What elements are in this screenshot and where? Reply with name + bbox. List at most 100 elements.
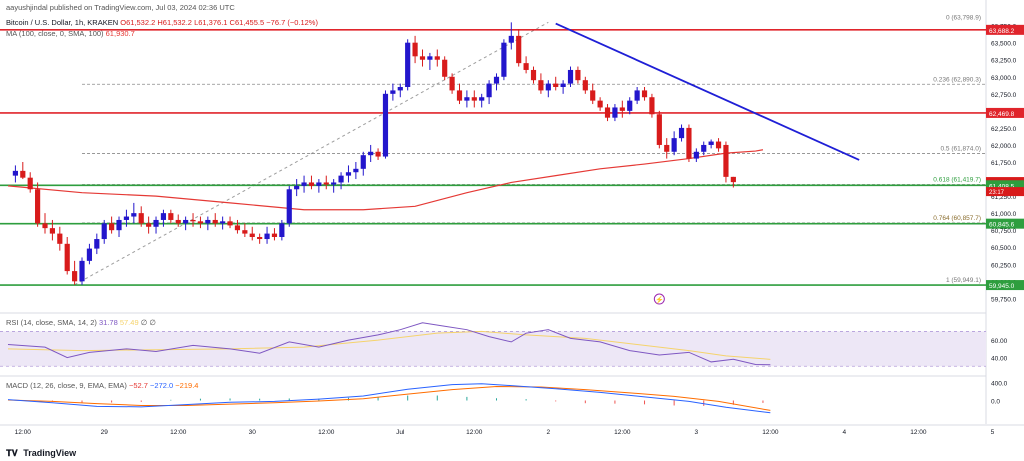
tradingview-brand[interactable]: 𝐓𝐕 TradingView [6,448,76,459]
lightning-icon-glyph: ⚡ [655,295,664,304]
macd-signal-value: −219.4 [175,381,199,390]
rsi-extra: ∅ ∅ [140,318,156,327]
candle-body [619,107,625,111]
candle-body [405,42,411,87]
candle-body [723,144,729,177]
y-tick-label: 63,250.0 [991,58,1017,65]
candle-body [501,42,507,77]
x-tick-label: 12:00 [466,429,483,436]
candle-body [131,213,137,217]
candle-body [20,170,26,178]
candle-body [582,80,588,91]
symbol-label[interactable]: Bitcoin / U.S. Dollar, 1h, KRAKEN [6,18,119,27]
ma-value: 61,930.7 [105,29,135,38]
fib-level-label: 0.236 (62,890.3) [933,76,981,83]
candle-body [57,233,63,244]
candle-body [604,107,611,118]
y-tick-label: 59,750.0 [991,296,1017,303]
candle-body [360,155,366,169]
macd-tick-label: 400.0 [991,380,1008,387]
macd-line [7,383,771,414]
candle-body [442,59,448,77]
candle-body [264,233,270,240]
candle-body [686,127,692,159]
price-label: 62,469.8 [989,111,1015,118]
candle-body [375,151,381,157]
macd-legend[interactable]: MACD (12, 26, close, 9, EMA, EMA) −52.7 … [6,381,198,390]
candle-body [197,221,204,224]
candle-body [79,260,85,282]
candles-group [12,22,736,285]
countdown-label: 23:17 [989,190,1005,196]
rsi-band [0,331,986,367]
fib-level-label: 0.764 (60,857.7) [933,215,981,222]
candle-body [434,56,440,60]
candle-body [523,63,529,70]
y-tick-label: 61,250.0 [991,194,1017,201]
publish-caption: aayushjindal published on TradingView.co… [6,3,235,12]
x-tick-label: Jul [396,429,405,436]
y-tick-label: 63,000.0 [991,75,1017,82]
open-value: O61,532.2 [120,18,156,27]
y-tick-label: 61,000.0 [991,211,1017,218]
ma-legend[interactable]: MA (100, close, 0, SMA, 100) 61,930.7 [6,29,135,38]
x-tick-label: 5 [991,429,995,436]
rsi-legend[interactable]: RSI (14, close, SMA, 14, 2) 31.78 57.49 … [6,318,156,327]
candle-body [671,138,677,152]
rsi-tick-label: 60.00 [991,338,1008,345]
candle-body [42,223,48,229]
macd-signal-line [7,385,771,411]
macd-tick-label: 0.0 [991,399,1000,406]
lightning-icon [653,293,665,305]
y-tick-label: 62,250.0 [991,126,1017,133]
candle-body [109,223,115,231]
price-label-bg [986,24,1024,35]
x-tick-label: 2 [546,429,550,436]
candle-body [508,35,514,43]
y-tick-label: 60,750.0 [991,228,1017,235]
candle-body [419,56,426,60]
x-tick-label: 12:00 [762,429,779,436]
candle-body [567,69,574,84]
candle-body [486,83,492,98]
candle-body [464,97,470,101]
candle-body [456,90,463,101]
y-tick-label: 60,500.0 [991,245,1017,252]
candle-body [175,219,181,224]
candle-body [627,100,633,111]
candle-body [12,170,18,176]
x-tick-label: 12:00 [15,429,32,436]
brand-label: TradingView [23,448,77,458]
rsi-line [7,322,771,366]
candle-body [390,90,396,94]
y-tick-label: 62,750.0 [991,92,1017,99]
ma-label: MA (100, close, 0, SMA, 100) [6,29,104,38]
tradingview-logo-icon: 𝐓𝐕 [6,448,18,458]
candle-body [708,141,714,145]
candle-body [168,213,174,220]
price-label-bg [986,218,1024,229]
candle-body [479,97,485,101]
candle-body [345,172,352,176]
candle-body [730,176,736,183]
fib-level-label: 1 (59,949.1) [946,277,981,284]
candle-body [249,233,255,237]
price-label: 59,945.0 [989,283,1015,290]
candle-body [257,237,263,240]
candle-body [634,90,640,101]
candle-body [242,230,248,234]
fib-level-label: 0.5 (61,874.0) [941,146,981,153]
candle-body [279,223,285,237]
candle-body [715,141,722,149]
bearish-trend-line [555,22,860,161]
candle-body [597,100,603,108]
candle-body [678,127,685,139]
candle-body [271,233,278,237]
candle-body [553,83,559,87]
candle-body [575,69,581,81]
chart-svg[interactable]: 59,750.060,000.060,250.060,500.060,750.0… [0,0,1024,446]
candle-body [664,144,670,152]
candle-body [538,80,544,91]
candle-body [301,182,307,186]
